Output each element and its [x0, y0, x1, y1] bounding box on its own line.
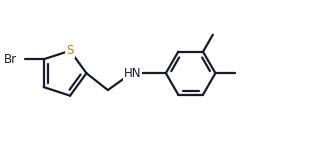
Text: S: S	[67, 44, 74, 57]
Text: HN: HN	[124, 67, 141, 80]
Text: Br: Br	[4, 53, 17, 66]
